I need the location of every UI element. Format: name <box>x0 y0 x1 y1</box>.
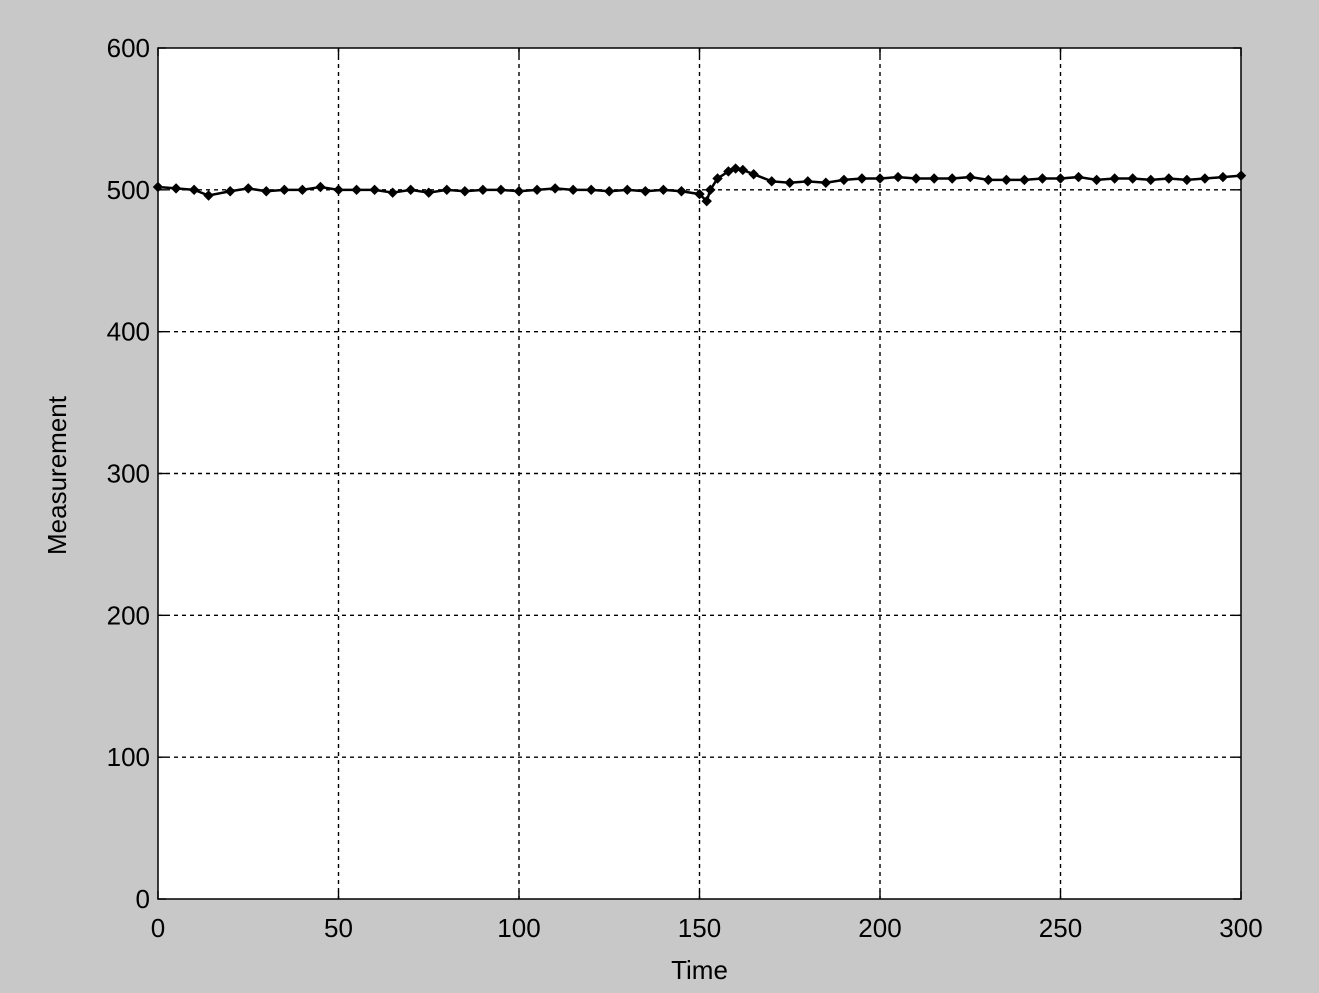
x-tick-label: 150 <box>678 913 721 943</box>
x-tick-label: 250 <box>1039 913 1082 943</box>
data-point <box>622 184 633 196</box>
data-point <box>946 173 958 184</box>
data-point <box>965 171 976 183</box>
data-point <box>604 186 615 197</box>
data-point <box>549 183 561 194</box>
y-tick-label: 400 <box>107 317 150 347</box>
data-point <box>820 177 832 188</box>
x-tick-label: 0 <box>151 913 165 943</box>
data-point <box>874 173 886 184</box>
data-point <box>405 184 416 196</box>
data-point <box>387 187 398 198</box>
data-point <box>351 184 362 196</box>
data-point <box>585 184 597 196</box>
data-point <box>1127 173 1138 184</box>
data-point <box>748 169 759 180</box>
data-point <box>315 181 326 193</box>
data-point <box>784 177 795 188</box>
x-tick-label: 50 <box>324 913 353 943</box>
x-tick-label: 100 <box>497 913 540 943</box>
data-point <box>1073 171 1084 183</box>
data-point <box>369 184 380 196</box>
data-point <box>694 188 705 200</box>
ticks: 0 50 100 150 200 250 300 0 100 200 300 400 500 600 <box>107 33 1263 943</box>
data-point <box>495 184 507 196</box>
data-point <box>477 184 489 196</box>
data-point <box>730 163 741 174</box>
data-point <box>423 187 434 198</box>
data-point <box>1199 173 1211 184</box>
data-point <box>658 184 669 196</box>
data-point <box>333 184 344 196</box>
y-tick-label: 300 <box>107 459 150 489</box>
data-point <box>766 176 777 187</box>
data-point <box>261 186 272 197</box>
data-point <box>705 184 716 196</box>
data-point <box>676 186 687 197</box>
grid-lines <box>158 48 1241 899</box>
data-point <box>723 166 734 177</box>
data-point <box>459 186 471 197</box>
data-point <box>1145 174 1156 186</box>
data-point <box>203 190 214 201</box>
data-point <box>856 173 868 184</box>
data-point <box>1019 174 1030 186</box>
data-point <box>701 195 712 207</box>
data-point <box>1037 173 1048 184</box>
data-point <box>1163 173 1175 184</box>
data-point <box>838 174 850 186</box>
data-point <box>928 173 940 184</box>
data-point <box>737 164 749 176</box>
series-layer <box>152 163 1247 207</box>
data-point <box>531 184 543 196</box>
data-point <box>983 174 994 186</box>
data-point <box>279 184 290 196</box>
y-tick-label: 500 <box>107 175 150 205</box>
data-point <box>1091 174 1102 186</box>
y-tick-label: 600 <box>107 33 150 63</box>
x-axis-label: Time <box>671 955 728 985</box>
data-point <box>712 173 723 184</box>
data-point <box>892 171 904 183</box>
data-point <box>1109 173 1120 184</box>
data-point <box>1001 174 1012 186</box>
x-tick-label: 300 <box>1219 913 1262 943</box>
data-point <box>224 186 236 197</box>
y-tick-label: 100 <box>107 742 150 772</box>
data-point <box>1217 171 1229 183</box>
x-tick-label: 200 <box>858 913 901 943</box>
data-point <box>640 186 651 197</box>
data-point <box>297 184 308 196</box>
data-point <box>1055 173 1066 184</box>
y-tick-label: 0 <box>136 884 150 914</box>
data-point <box>567 184 579 196</box>
data-point <box>441 184 453 196</box>
data-point <box>910 173 922 184</box>
y-tick-label: 200 <box>107 600 150 630</box>
data-point <box>243 183 254 194</box>
y-axis-label: Measurement <box>42 395 72 555</box>
data-point <box>1181 174 1193 186</box>
data-point <box>170 183 182 194</box>
data-point <box>802 176 814 187</box>
data-point <box>513 186 525 197</box>
data-point <box>188 184 200 196</box>
